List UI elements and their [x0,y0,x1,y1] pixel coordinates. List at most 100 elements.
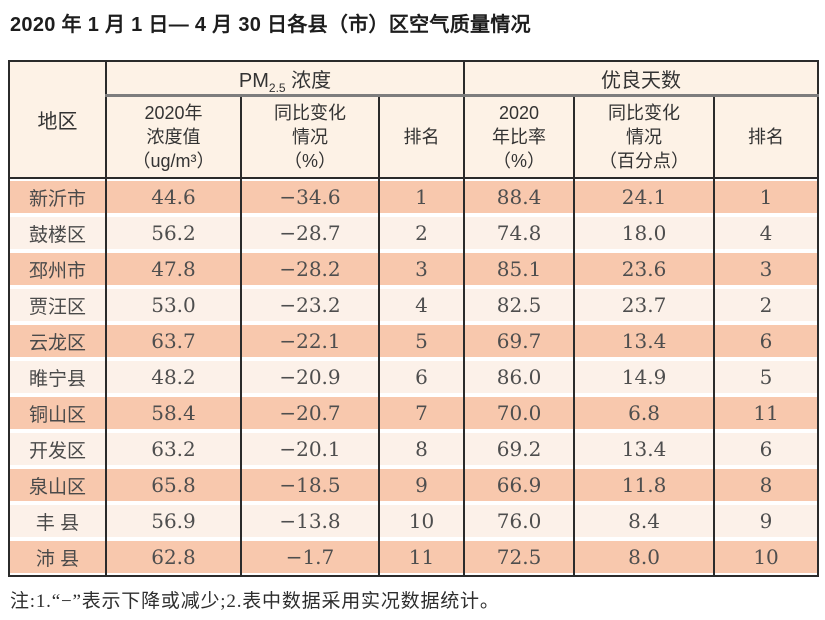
value-cell: 11 [713,395,819,431]
value-cell: 66.9 [463,467,575,503]
value-cell: 13.4 [573,323,715,359]
value-cell: 13.4 [573,431,715,467]
value-cell: 69.2 [463,431,575,467]
col-header-pm25-2020-value: 2020年 浓度值 （ug/m³） [105,95,241,179]
table-header: 地区 PM2.5 浓度 优良天数 2020年 浓度值 （ug/m³） 同比变化 … [8,61,819,179]
value-cell: 5 [713,359,819,395]
value-cell: 44.6 [105,178,241,215]
value-cell: 3 [377,251,465,287]
table-row: 睢宁县 48.2 −20.9 6 86.0 14.9 5 [8,359,819,395]
value-cell: 2 [377,215,465,251]
value-cell: 76.0 [463,503,575,539]
region-cell: 睢宁县 [8,359,106,395]
value-cell: 7 [377,395,465,431]
table-row: 泉山区 65.8 −18.5 9 66.9 11.8 8 [8,467,819,503]
group-header-row: 地区 PM2.5 浓度 优良天数 [8,61,819,179]
value-cell: 63.2 [105,431,241,467]
col-header-gooddays-2020-rate: 2020 年比率 （%） [463,95,575,179]
value-cell: 86.0 [463,359,575,395]
value-cell: 47.8 [105,251,241,287]
value-cell: 18.0 [573,215,715,251]
value-cell: −22.1 [240,323,379,359]
value-cell: 1 [713,178,819,215]
value-cell: 56.9 [105,503,241,539]
value-cell: 4 [713,215,819,251]
value-cell: 9 [377,467,465,503]
value-cell: 11 [377,539,465,576]
pm25-label-subscript: 2.5 [268,80,286,95]
region-cell: 开发区 [8,431,106,467]
region-cell: 泉山区 [8,467,106,503]
value-cell: 8.0 [573,539,715,576]
value-cell: 56.2 [105,215,241,251]
good-days-group-header: 优良天数 [463,61,819,97]
value-cell: −20.7 [240,395,379,431]
table-row: 沛 县 62.8 −1.7 11 72.5 8.0 10 [8,539,819,576]
value-cell: 14.9 [573,359,715,395]
value-cell: −34.6 [240,178,379,215]
col-header-pm25-rank: 排名 [377,95,465,179]
region-cell: 邳州市 [8,251,106,287]
value-cell: 10 [713,539,819,576]
value-cell: −28.2 [240,251,379,287]
value-cell: 74.8 [463,215,575,251]
sub-header-row: 2020年 浓度值 （ug/m³） 同比变化 情况 （%） 排名 2020 年比… [9,95,819,179]
value-cell: 88.4 [463,178,575,215]
value-cell: 65.8 [105,467,241,503]
value-cell: 3 [713,251,819,287]
value-cell: 72.5 [463,539,575,576]
value-cell: 8 [713,467,819,503]
table-body: 新沂市 44.6 −34.6 1 88.4 24.1 1 鼓楼区 56.2 −28.7 2 74.8 1… [8,178,819,576]
region-cell: 新沂市 [8,178,106,215]
value-cell: 63.7 [105,323,241,359]
pm25-group-header: PM2.5 浓度 [104,61,465,97]
value-cell: 6.8 [573,395,715,431]
value-cell: 1 [377,178,465,215]
value-cell: 8 [377,431,465,467]
value-cell: 48.2 [105,359,241,395]
value-cell: 23.6 [573,251,715,287]
value-cell: 9 [713,503,819,539]
value-cell: 53.0 [105,287,241,323]
value-cell: 82.5 [463,287,575,323]
table-row: 贾汪区 53.0 −23.2 4 82.5 23.7 2 [8,287,819,323]
table-row: 新沂市 44.6 −34.6 1 88.4 24.1 1 [8,178,819,215]
value-cell: −1.7 [240,539,379,576]
col-header-pm25-yoy-change: 同比变化 情况 （%） [240,95,379,179]
table-row: 丰 县 56.9 −13.8 10 76.0 8.4 9 [8,503,819,539]
value-cell: −28.7 [240,215,379,251]
value-cell: 62.8 [105,539,241,576]
col-header-gooddays-rank: 排名 [713,95,819,179]
air-quality-table: 地区 PM2.5 浓度 优良天数 2020年 浓度值 （ug/m³） 同比变化 … [8,60,820,577]
value-cell: 2 [713,287,819,323]
value-cell: 6 [713,431,819,467]
table-row: 邳州市 47.8 −28.2 3 85.1 23.6 3 [8,251,819,287]
value-cell: 11.8 [573,467,715,503]
table-row: 铜山区 58.4 −20.7 7 70.0 6.8 11 [8,395,819,431]
value-cell: 23.7 [573,287,715,323]
table-row: 开发区 63.2 −20.1 8 69.2 13.4 6 [8,431,819,467]
footnote: 注:1.“−”表示下降或减少;2.表中数据采用实况数据统计。 [10,591,500,612]
value-cell: −18.5 [240,467,379,503]
value-cell: 4 [377,287,465,323]
value-cell: 85.1 [463,251,575,287]
region-cell: 贾汪区 [8,287,106,323]
value-cell: 8.4 [573,503,715,539]
value-cell: −20.1 [240,431,379,467]
region-cell: 沛 县 [8,539,106,576]
pm25-label-suffix: 浓度 [285,69,332,92]
region-cell: 云龙区 [8,323,106,359]
region-cell: 丰 县 [8,503,106,539]
region-cell: 铜山区 [8,395,106,431]
value-cell: −20.9 [240,359,379,395]
value-cell: 70.0 [463,395,575,431]
region-column-header: 地区 [8,61,106,179]
value-cell: −13.8 [240,503,379,539]
value-cell: 6 [713,323,819,359]
value-cell: 58.4 [105,395,241,431]
value-cell: 24.1 [573,178,715,215]
value-cell: 6 [377,359,465,395]
value-cell: −23.2 [240,287,379,323]
value-cell: 5 [377,323,465,359]
